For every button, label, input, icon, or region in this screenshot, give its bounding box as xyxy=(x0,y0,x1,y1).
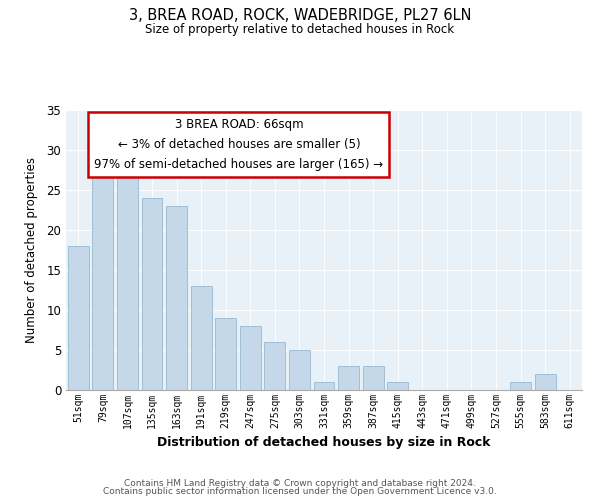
Bar xyxy=(68,246,89,390)
Bar xyxy=(535,374,556,390)
Bar xyxy=(92,174,113,390)
Y-axis label: Number of detached properties: Number of detached properties xyxy=(25,157,38,343)
Bar xyxy=(142,198,163,390)
X-axis label: Distribution of detached houses by size in Rock: Distribution of detached houses by size … xyxy=(157,436,491,450)
Bar xyxy=(117,174,138,390)
Bar xyxy=(240,326,261,390)
Bar xyxy=(387,382,408,390)
Bar xyxy=(362,366,383,390)
Bar xyxy=(166,206,187,390)
Text: 3 BREA ROAD: 66sqm
← 3% of detached houses are smaller (5)
97% of semi-detached : 3 BREA ROAD: 66sqm ← 3% of detached hous… xyxy=(94,118,383,172)
Bar xyxy=(191,286,212,390)
Bar xyxy=(510,382,531,390)
Bar xyxy=(215,318,236,390)
Bar xyxy=(314,382,334,390)
Text: 3, BREA ROAD, ROCK, WADEBRIDGE, PL27 6LN: 3, BREA ROAD, ROCK, WADEBRIDGE, PL27 6LN xyxy=(129,8,471,22)
Text: Contains public sector information licensed under the Open Government Licence v3: Contains public sector information licen… xyxy=(103,487,497,496)
Text: Contains HM Land Registry data © Crown copyright and database right 2024.: Contains HM Land Registry data © Crown c… xyxy=(124,478,476,488)
Bar xyxy=(338,366,359,390)
Bar xyxy=(265,342,286,390)
Text: Size of property relative to detached houses in Rock: Size of property relative to detached ho… xyxy=(145,22,455,36)
Bar xyxy=(289,350,310,390)
